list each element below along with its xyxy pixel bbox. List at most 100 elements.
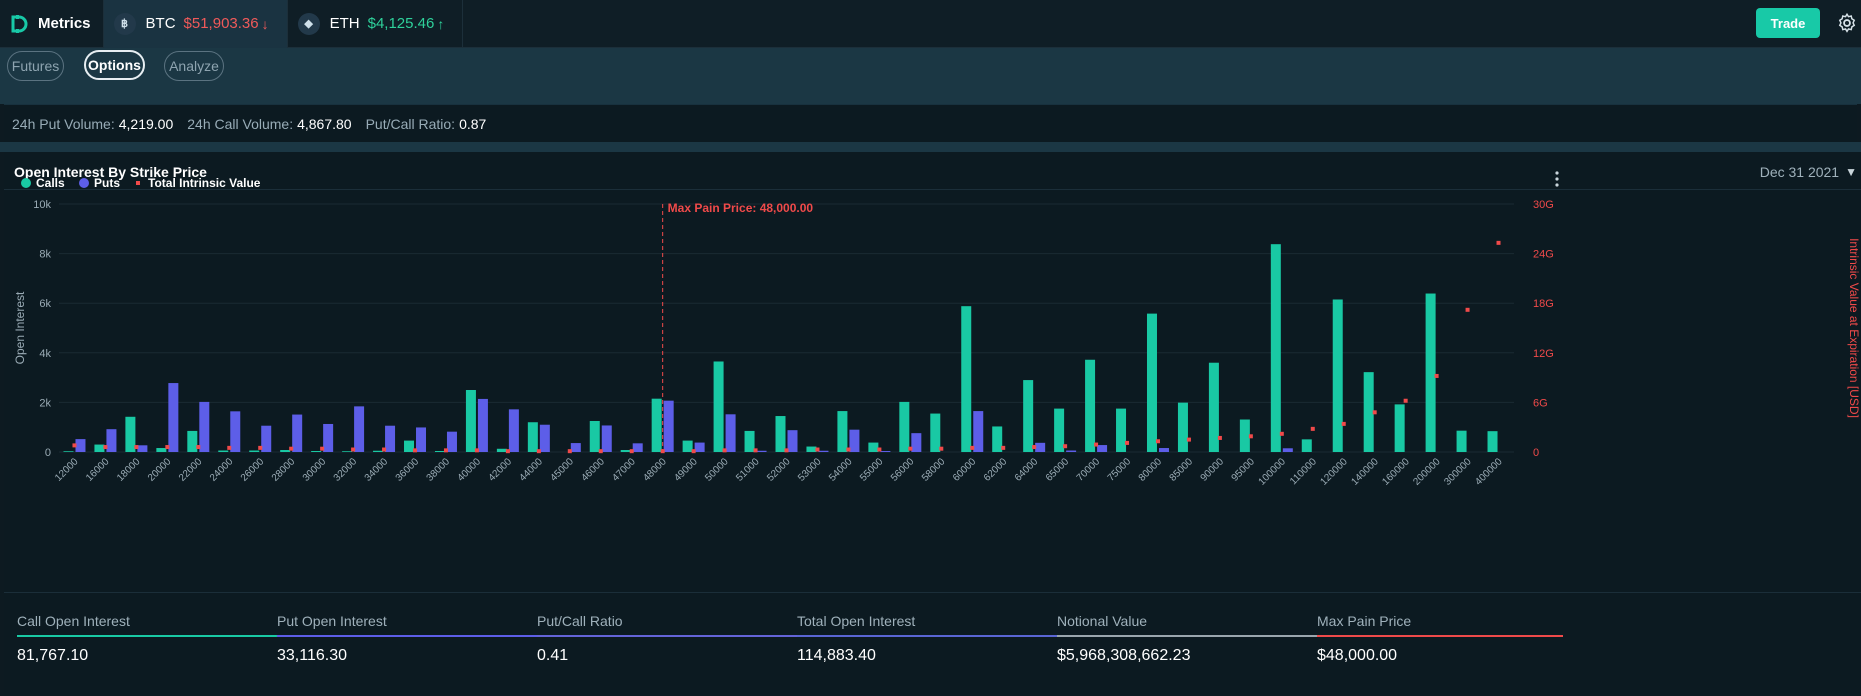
call-bar xyxy=(280,450,291,452)
intrinsic-point xyxy=(939,446,944,451)
intrinsic-point xyxy=(1372,410,1377,415)
ticker-eth[interactable]: ◆ ETH $4,125.46 ↑ xyxy=(288,0,464,48)
intrinsic-point xyxy=(474,448,479,453)
put-bar xyxy=(539,424,550,452)
metric-underline xyxy=(537,635,829,637)
intrinsic-point xyxy=(1217,435,1222,440)
put-bar xyxy=(818,450,829,452)
intrinsic-point xyxy=(1155,439,1160,444)
intrinsic-point xyxy=(877,447,882,452)
call-bar xyxy=(373,450,384,452)
put-bar xyxy=(168,383,179,452)
call-bar xyxy=(1116,408,1127,452)
x-tick-label: 44000 xyxy=(518,456,546,484)
metric-label: Put Open Interest xyxy=(277,613,387,629)
divider xyxy=(0,88,1861,104)
put-bar xyxy=(911,433,922,452)
x-tick-label: 34000 xyxy=(363,456,391,484)
legend-swatch xyxy=(21,178,31,188)
y-tick-label: 2k xyxy=(39,397,51,409)
more-icon xyxy=(1555,177,1559,181)
x-tick-label: 45000 xyxy=(548,456,576,484)
y2-tick-label: 18G xyxy=(1533,298,1554,310)
intrinsic-point xyxy=(1310,426,1315,431)
metric-underline xyxy=(277,635,569,637)
x-tick-label: 46000 xyxy=(579,456,607,484)
intrinsic-point xyxy=(567,449,572,454)
call-bar xyxy=(744,430,755,452)
intrinsic-point xyxy=(815,447,820,452)
call-bar xyxy=(156,448,167,452)
more-icon xyxy=(1555,183,1559,187)
put-bar xyxy=(477,398,488,452)
x-tick-label: 51000 xyxy=(734,456,762,484)
call-bar xyxy=(589,421,600,452)
call-bar xyxy=(1239,419,1250,452)
legend-label: Total Intrinsic Value xyxy=(148,176,261,190)
intrinsic-point xyxy=(908,446,913,451)
call-bar xyxy=(94,444,105,452)
put-bar xyxy=(1158,448,1169,452)
intrinsic-point xyxy=(72,443,77,448)
y2-tick-label: 6G xyxy=(1533,397,1548,409)
put-call-ratio-label: Put/Call Ratio: xyxy=(365,115,456,132)
x-tick-label: 120000 xyxy=(1318,456,1350,488)
intrinsic-point xyxy=(598,449,603,454)
gear-icon[interactable] xyxy=(1836,12,1858,34)
call-bar xyxy=(465,390,476,452)
expiry-value: Dec 31 2021 xyxy=(1759,164,1840,180)
call-bar xyxy=(218,450,229,452)
chevron-down-icon: ▼ xyxy=(1845,165,1857,179)
bitcoin-icon: ฿ xyxy=(113,12,136,35)
y2-axis-title: Intrinsic Value at Expiration [USD] xyxy=(1847,238,1861,418)
x-tick-label: 75000 xyxy=(1106,456,1134,484)
intrinsic-point xyxy=(846,447,851,452)
x-tick-label: 54000 xyxy=(827,456,855,484)
metric-value: $5,968,308,662.23 xyxy=(1057,647,1191,664)
y-tick-label: 10k xyxy=(33,199,51,211)
x-tick-label: 90000 xyxy=(1199,456,1227,484)
intrinsic-point xyxy=(103,445,108,450)
call-bar xyxy=(1363,372,1374,452)
ticker-btc[interactable]: ฿ BTC $51,903.36 ↓ xyxy=(103,0,288,48)
metric-label: Total Open Interest xyxy=(797,613,916,629)
tab-options[interactable]: Options xyxy=(84,50,145,80)
x-tick-label: 32000 xyxy=(332,456,360,484)
x-tick-label: 58000 xyxy=(920,456,948,484)
call-bar xyxy=(1394,404,1405,452)
metric-notional-value: Notional Value $5,968,308,662.23 xyxy=(1057,613,1349,665)
logo[interactable]: Metrics xyxy=(0,0,104,48)
x-tick-label: 100000 xyxy=(1257,456,1289,488)
put-call-ratio-value: 0.87 xyxy=(459,115,487,132)
expiry-select[interactable]: Dec 31 2021 ▼ xyxy=(1760,164,1857,180)
intrinsic-point xyxy=(258,445,263,450)
call-bar xyxy=(527,422,538,452)
put-bar xyxy=(1066,450,1077,452)
trade-button[interactable]: Trade xyxy=(1756,8,1820,38)
arrow-down-icon: ↓ xyxy=(261,15,269,32)
tab-analyze[interactable]: Analyze xyxy=(164,51,224,81)
put-bar xyxy=(725,414,736,452)
x-tick-label: 48000 xyxy=(641,456,669,484)
intrinsic-point xyxy=(320,446,325,451)
call-bar xyxy=(775,416,786,452)
tab-futures[interactable]: Futures xyxy=(7,51,64,81)
x-tick-label: 56000 xyxy=(889,456,917,484)
intrinsic-point xyxy=(536,449,541,454)
x-tick-label: 40000 xyxy=(456,456,484,484)
intrinsic-point xyxy=(1001,445,1006,450)
metric-underline xyxy=(797,635,1089,637)
x-tick-label: 60000 xyxy=(951,456,979,484)
ticker-symbol: BTC xyxy=(145,15,176,32)
put-bar xyxy=(230,411,241,452)
put-bar xyxy=(1097,445,1108,452)
intrinsic-point xyxy=(289,446,294,451)
metric-value: $48,000.00 xyxy=(1317,647,1398,664)
put-bar xyxy=(446,431,457,452)
x-tick-label: 26000 xyxy=(239,456,267,484)
intrinsic-point xyxy=(1063,444,1068,449)
call-bar xyxy=(249,450,260,452)
y2-tick-label: 12G xyxy=(1533,348,1554,360)
y-tick-label: 0 xyxy=(45,447,51,459)
x-tick-label: 400000 xyxy=(1473,456,1505,488)
